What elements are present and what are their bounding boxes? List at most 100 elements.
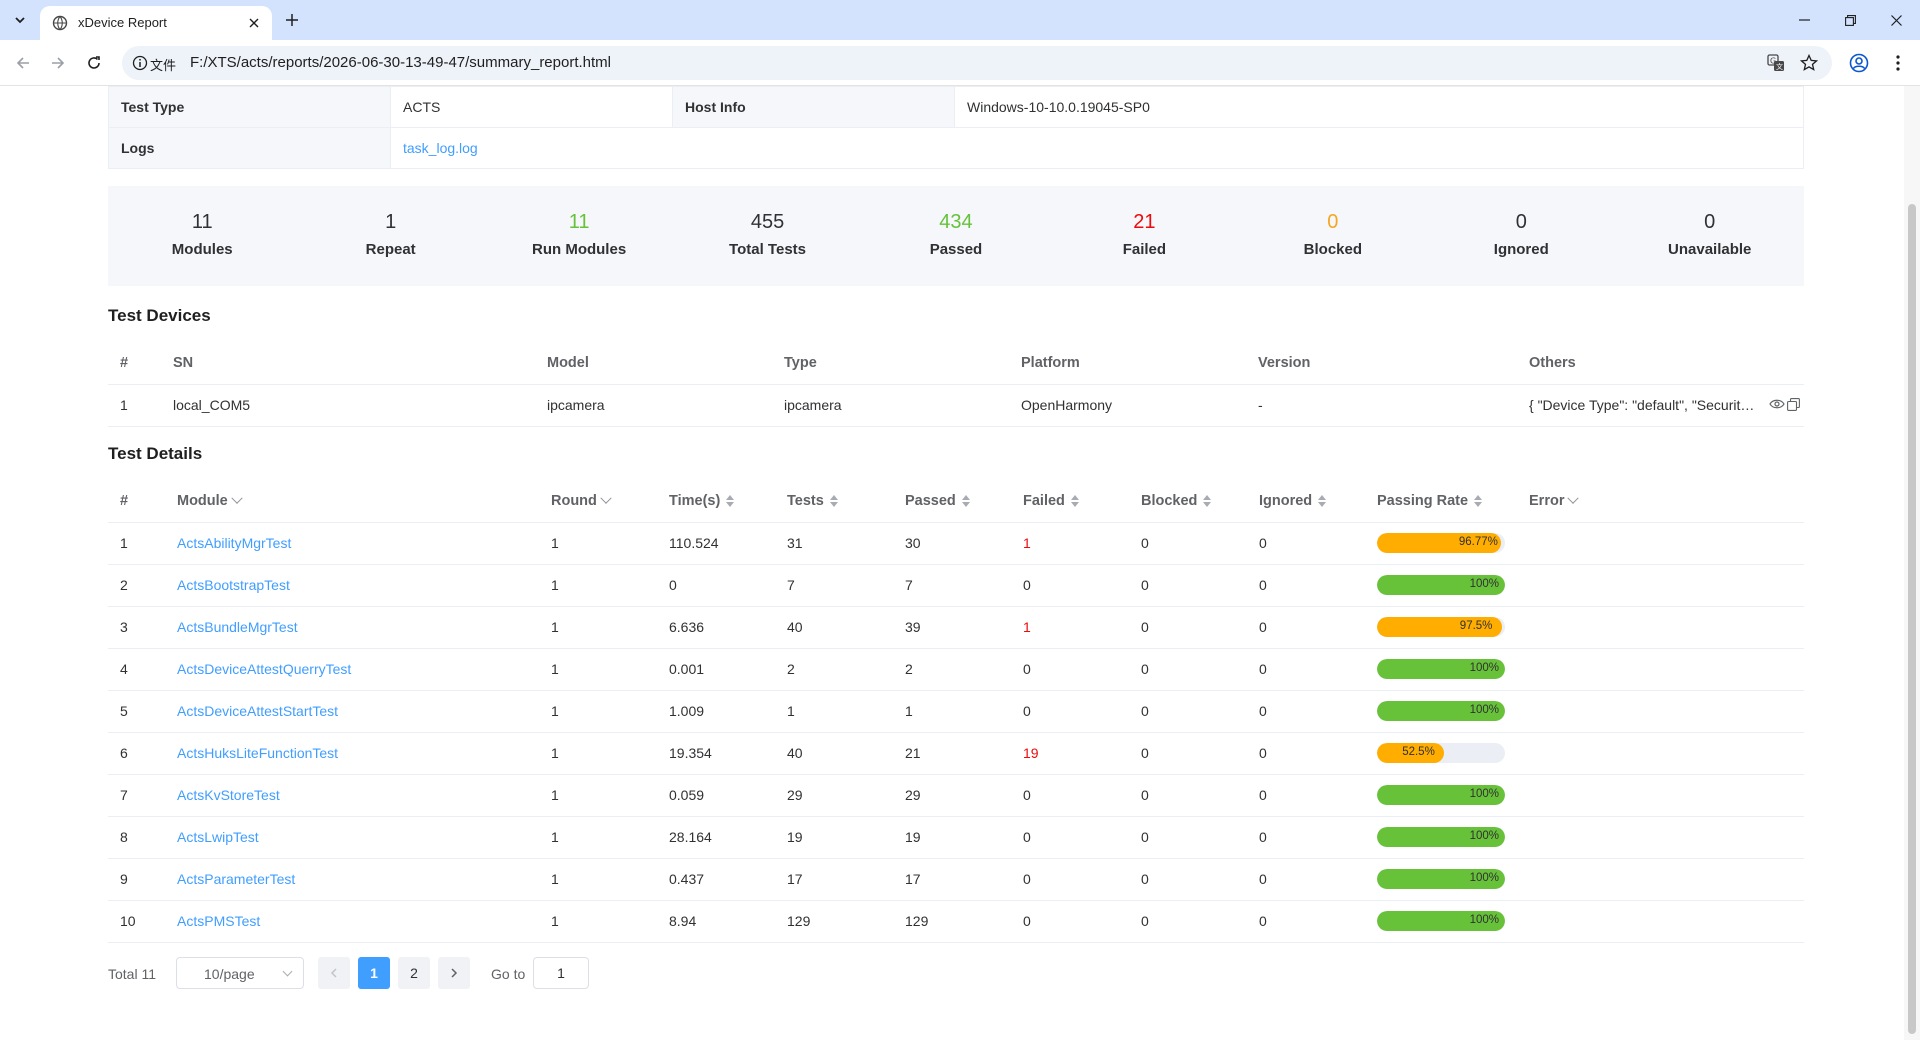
passing-rate-bar: 100% [1377,701,1505,721]
tab-search-button[interactable] [8,8,32,32]
goto-page-input[interactable]: 1 [533,957,589,989]
address-bar[interactable]: 文件 F:/XTS/acts/reports/2026-06-30-13-49-… [122,46,1832,80]
details-header-passed[interactable]: Passed [893,480,1011,523]
sort-icon[interactable] [726,494,735,507]
details-cell-error [1517,564,1804,607]
site-info-label[interactable]: 文件 [150,59,177,74]
passing-rate-text: 96.77% [1458,536,1498,548]
copy-icon[interactable] [1787,397,1800,411]
details-cell-error [1517,816,1804,859]
url-text[interactable]: F:/XTS/acts/reports/2026-06-30-13-49-47/… [190,54,612,71]
summary-value: 11 [568,211,590,233]
details-header-failed[interactable]: Failed [1011,480,1129,523]
details-cell-num: 2 [108,564,165,607]
profile-button[interactable] [1847,51,1871,75]
minimize-button[interactable] [1781,0,1827,40]
pagination-total: Total 11 [108,966,156,982]
details-cell-module: ActsAbilityMgrTest [165,522,539,565]
back-button[interactable] [11,51,35,75]
summary-item-blocked: 0 Blocked [1239,186,1427,286]
page-size-select[interactable]: 10/page [176,957,304,989]
module-link[interactable]: ActsKvStoreTest [177,787,280,803]
details-cell-failed: 0 [1011,690,1129,733]
passing-rate-text: 100% [1469,662,1499,674]
bookmark-button[interactable] [1800,54,1818,72]
globe-icon [52,15,68,31]
details-cell-tests: 19 [775,816,893,859]
info-icon[interactable] [132,55,148,71]
details-cell-failed: 0 [1011,648,1129,691]
page-button-1[interactable]: 1 [358,957,390,989]
restore-button[interactable] [1827,0,1873,40]
details-cell-passed: 21 [893,732,1011,775]
filter-chevron-icon[interactable] [231,492,243,504]
forward-button[interactable] [46,51,70,75]
module-link[interactable]: ActsBundleMgrTest [177,619,298,635]
module-link[interactable]: ActsPMSTest [177,913,261,929]
close-window-button[interactable] [1873,0,1919,40]
details-header-passing-rate[interactable]: Passing Rate [1365,480,1517,523]
sort-icon[interactable] [961,494,970,507]
details-cell-num: 4 [108,648,165,691]
details-cell-failed: 0 [1011,858,1129,901]
details-header-tests[interactable]: Tests [775,480,893,523]
details-header-blocked[interactable]: Blocked [1129,480,1247,523]
page-button-2[interactable]: 2 [398,957,430,989]
details-cell-ignored: 0 [1247,732,1365,775]
details-cell-module: ActsBundleMgrTest [165,606,539,649]
next-page-button[interactable] [438,957,470,989]
sort-icon[interactable] [829,494,838,507]
details-header-error[interactable]: Error [1517,480,1804,523]
details-header-module[interactable]: Module [165,480,539,523]
details-header-round[interactable]: Round [539,480,657,523]
details-header-time-s[interactable]: Time(s) [657,480,775,523]
passing-rate-bar: 100% [1377,911,1505,931]
details-cell-rate: 100% [1365,690,1517,733]
chevron-down-icon [15,17,25,24]
filter-chevron-icon[interactable] [600,492,612,504]
details-cell-ignored: 0 [1247,522,1365,565]
logs-link[interactable]: task_log.log [403,140,478,156]
module-link[interactable]: ActsDeviceAttestQuerryTest [177,661,352,677]
page-scrollbar[interactable] [1904,86,1920,1040]
menu-button[interactable] [1886,51,1910,75]
browser-chrome: xDevice Report 文件 F:/ [0,0,1920,86]
details-row: 9 ActsParameterTest 1 0.437 17 17 0 0 0 100% [108,858,1804,901]
details-cell-error [1517,690,1804,733]
header-label: Passing Rate [1377,492,1469,509]
details-cell-rate: 100% [1365,564,1517,607]
new-tab-button[interactable] [280,8,304,32]
details-cell-passed: 29 [893,774,1011,817]
svg-text:G: G [1770,57,1776,66]
tab-active[interactable]: xDevice Report [40,6,272,40]
sort-icon[interactable] [1318,494,1327,507]
passing-rate-fill [1377,701,1505,721]
details-header-ignored[interactable]: Ignored [1247,480,1365,523]
tab-close-button[interactable] [244,13,264,33]
scrollbar-thumb[interactable] [1908,204,1916,1034]
sort-icon[interactable] [1203,494,1212,507]
module-link[interactable]: ActsParameterTest [177,871,296,887]
summary-item-modules: 11 Modules [108,186,296,286]
sort-icon[interactable] [1474,494,1483,507]
details-cell-passed: 1 [893,690,1011,733]
prev-page-button[interactable] [318,957,350,989]
sort-icon[interactable] [1070,494,1079,507]
module-link[interactable]: ActsHuksLiteFunctionTest [177,745,339,761]
details-cell-failed: 0 [1011,900,1129,943]
passing-rate-fill [1377,533,1501,553]
filter-chevron-icon[interactable] [1567,492,1580,504]
module-link[interactable]: ActsBootstrapTest [177,577,290,593]
test-details-table: # Module Round Time(s) Tests Passed Failed Bloc… [108,480,1804,943]
test-devices-table: # SN Model Type Platform Version Others 1 local… [108,342,1804,427]
summary-item-ignored: 0 Ignored [1427,186,1615,286]
summary-label: Ignored [1493,241,1549,258]
module-link[interactable]: ActsAbilityMgrTest [177,535,292,551]
reload-button[interactable] [82,51,106,75]
details-cell-round: 1 [539,816,657,859]
module-link[interactable]: ActsLwipTest [177,829,259,845]
eye-icon[interactable] [1769,398,1785,410]
details-cell-blocked: 0 [1129,900,1247,943]
module-link[interactable]: ActsDeviceAttestStartTest [177,703,339,719]
